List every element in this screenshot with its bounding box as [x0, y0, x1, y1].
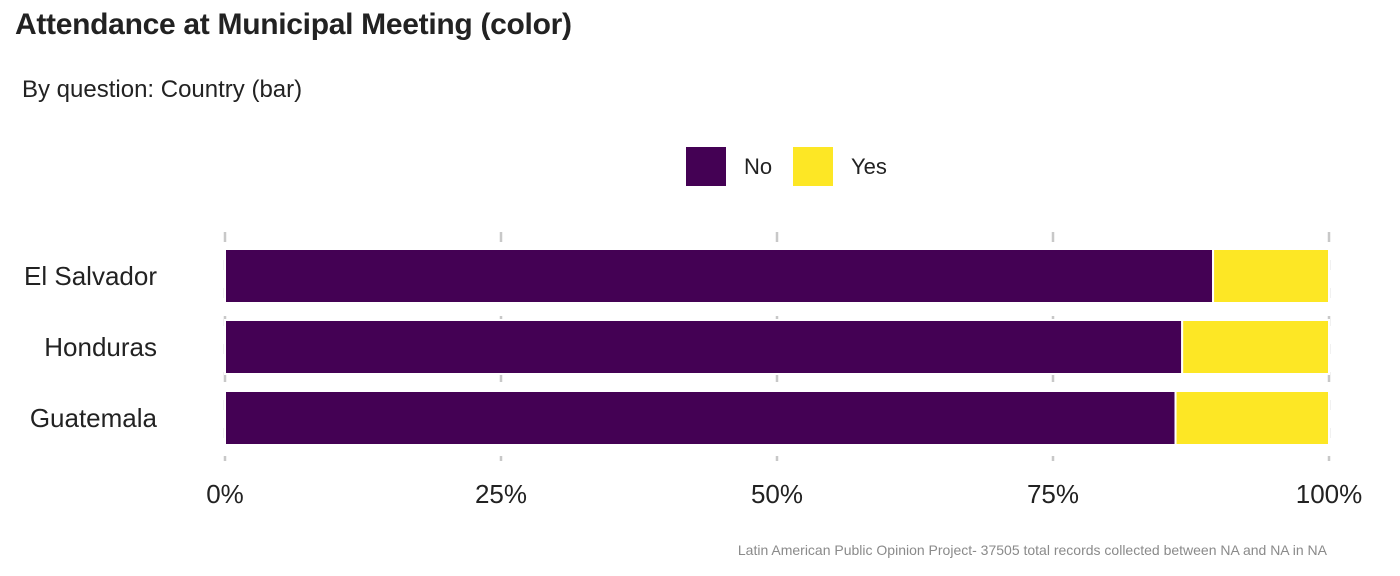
x-tick-label: 50% — [751, 479, 803, 509]
category-label: Guatemala — [30, 403, 158, 433]
chart-caption: Latin American Public Opinion Project- 3… — [737, 542, 1327, 558]
category-label: El Salvador — [24, 261, 157, 291]
bar-no-el-salvador — [224, 248, 1215, 304]
bar-yes-el-salvador — [1212, 248, 1330, 304]
bar-no-guatemala — [224, 390, 1177, 446]
x-tick-labels: 0% 25% 50% 75% 100% — [206, 479, 1362, 509]
chart-subtitle: By question: Country (bar) — [22, 76, 303, 103]
bar-yes-honduras — [1181, 319, 1330, 375]
legend-swatch-no — [686, 147, 726, 186]
legend-label-no: No — [744, 154, 772, 179]
x-tick-label: 0% — [206, 479, 244, 509]
legend-swatch-yes — [793, 147, 833, 186]
legend-label-yes: Yes — [851, 154, 887, 179]
bar-yes-guatemala — [1174, 390, 1330, 446]
x-tick-label: 100% — [1296, 479, 1363, 509]
bar-no-honduras — [224, 319, 1184, 375]
chart-title: Attendance at Municipal Meeting (color) — [15, 8, 572, 41]
bars — [224, 248, 1330, 446]
x-tick-label: 25% — [475, 479, 527, 509]
category-label: Honduras — [44, 332, 157, 362]
x-tick-label: 75% — [1027, 479, 1079, 509]
legend: No Yes — [686, 147, 887, 186]
category-labels: El Salvador Honduras Guatemala — [24, 261, 158, 433]
